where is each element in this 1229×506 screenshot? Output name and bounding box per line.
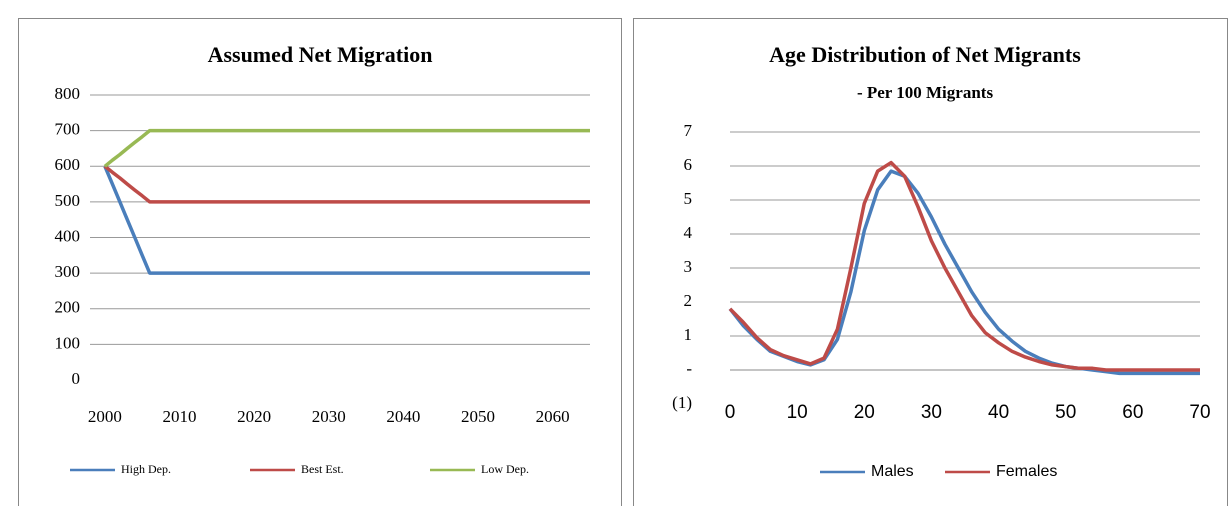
chart-frame	[633, 18, 1228, 506]
y-tick-label: 5	[684, 189, 693, 208]
x-tick-label: 10	[787, 402, 808, 423]
y-tick-label: 500	[55, 191, 81, 210]
y-tick-label: -	[686, 359, 692, 378]
x-tick-label: 2060	[536, 407, 570, 426]
data-line	[103, 165, 590, 275]
x-tick-label: 40	[988, 402, 1009, 423]
chart-frame	[18, 18, 622, 506]
y-tick-label: (1)	[672, 393, 692, 412]
y-tick-label: 6	[684, 155, 693, 174]
y-tick-label: 7	[684, 121, 693, 140]
y-tick-label: 3	[684, 257, 693, 276]
legend-label: Best Est.	[301, 462, 344, 476]
chart-subtitle: - Per 100 Migrants	[857, 83, 994, 102]
legend-label: High Dep.	[121, 462, 171, 476]
y-tick-label: 300	[55, 262, 81, 281]
x-tick-label: 20	[854, 402, 875, 423]
data-line	[103, 164, 590, 204]
x-tick-label: 60	[1122, 402, 1143, 423]
legend-label: Males	[871, 463, 914, 480]
x-tick-label: 2020	[237, 407, 271, 426]
y-tick-label: 400	[55, 226, 81, 245]
x-tick-label: 0	[725, 402, 736, 423]
y-tick-label: 0	[72, 369, 81, 388]
data-line	[728, 169, 1200, 376]
x-tick-label: 50	[1055, 402, 1076, 423]
x-tick-label: 2000	[88, 407, 122, 426]
data-line	[728, 160, 1200, 372]
legend-label: Females	[996, 463, 1057, 480]
x-tick-label: 2040	[386, 407, 420, 426]
y-tick-label: 2	[684, 291, 693, 310]
y-tick-label: 4	[684, 223, 693, 242]
legend-label: Low Dep.	[481, 462, 529, 476]
x-tick-label: 2010	[163, 407, 197, 426]
y-tick-label: 1	[684, 325, 693, 344]
y-tick-label: 100	[55, 333, 81, 352]
x-tick-label: 2030	[312, 407, 346, 426]
x-tick-label: 30	[921, 402, 942, 423]
y-tick-label: 600	[55, 155, 81, 174]
x-tick-label: 2050	[461, 407, 495, 426]
y-tick-label: 200	[55, 298, 81, 317]
y-tick-label: 800	[55, 84, 81, 103]
data-line	[103, 128, 590, 168]
chart-title: Assumed Net Migration	[208, 42, 433, 67]
x-tick-label: 70	[1189, 402, 1210, 423]
y-tick-label: 700	[55, 120, 81, 139]
chart-title: Age Distribution of Net Migrants	[769, 42, 1081, 67]
